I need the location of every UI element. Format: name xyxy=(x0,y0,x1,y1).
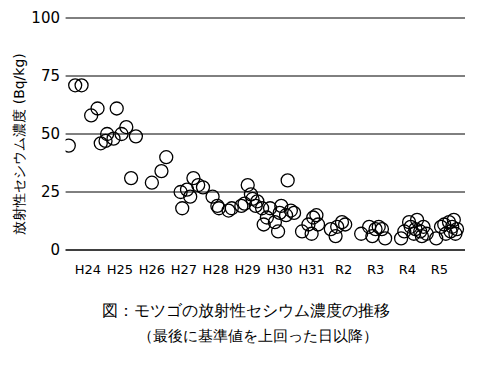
point xyxy=(288,206,301,219)
y-axis-label: 放射性セシウム濃度 (Bq/kg) xyxy=(11,53,27,235)
y-tick-label: 25 xyxy=(41,183,60,201)
x-tick-label: H31 xyxy=(298,262,324,277)
point xyxy=(145,176,158,189)
x-tick-label: R2 xyxy=(335,262,352,277)
point xyxy=(75,79,88,92)
point xyxy=(447,213,460,226)
chart: 0 25 50 75 100 H24 H25 H26 H27 H28 H29 H30 H31 R2 R3 R4… xyxy=(0,0,480,366)
x-tick-label: H24 xyxy=(75,262,101,277)
point xyxy=(379,232,392,245)
x-tick-label: R3 xyxy=(367,262,384,277)
point xyxy=(176,202,189,215)
x-tick-label: H30 xyxy=(267,262,293,277)
point xyxy=(305,227,318,240)
x-tick-label: H25 xyxy=(107,262,133,277)
y-tick-label: 75 xyxy=(41,67,60,85)
point xyxy=(129,130,142,143)
title: 図：モツゴの放射性セシウム濃度の推移 xyxy=(102,301,390,320)
point xyxy=(329,230,342,243)
point xyxy=(272,225,285,238)
y-tick-label: 50 xyxy=(41,125,60,143)
point xyxy=(155,165,168,178)
point xyxy=(107,132,120,145)
point xyxy=(375,223,388,236)
point xyxy=(451,223,464,236)
point xyxy=(91,102,104,115)
points xyxy=(66,79,464,245)
point xyxy=(281,174,294,187)
x-tick-label: H29 xyxy=(235,262,261,277)
point xyxy=(212,202,225,215)
x-axis-line xyxy=(66,250,465,251)
point xyxy=(312,218,325,231)
x-tick-label: R5 xyxy=(431,262,448,277)
subtitle: （最後に基準値を上回った日以降） xyxy=(138,327,378,345)
y-tick-label: 0 xyxy=(50,241,60,259)
grid-line xyxy=(66,18,465,19)
x-tick-label: R4 xyxy=(399,262,416,277)
point xyxy=(225,202,238,215)
x-tick-label: H28 xyxy=(203,262,229,277)
grid-line xyxy=(66,76,465,77)
point xyxy=(125,172,138,185)
point xyxy=(160,151,173,164)
point xyxy=(66,139,76,152)
point xyxy=(110,102,123,115)
point xyxy=(310,209,323,222)
y-tick-label: 100 xyxy=(31,9,60,27)
grid-line xyxy=(66,250,465,251)
point xyxy=(260,211,273,224)
point xyxy=(339,218,352,231)
point xyxy=(241,179,254,192)
x-tick-label: H26 xyxy=(139,262,165,277)
x-tick-label: H27 xyxy=(171,262,197,277)
point xyxy=(184,190,197,203)
grid-line xyxy=(66,192,465,193)
